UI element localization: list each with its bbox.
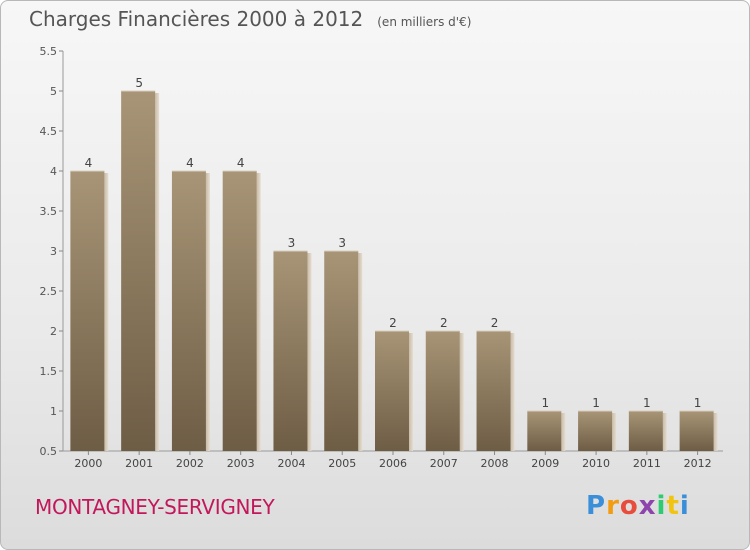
data-label: 5 — [135, 76, 143, 90]
y-tick-label: 0.5 — [40, 445, 58, 458]
bar-shadow — [155, 93, 160, 451]
bar-shadow — [612, 413, 617, 451]
bar — [273, 251, 308, 451]
y-tick-label: 4.5 — [40, 125, 58, 138]
bar-shadow — [205, 173, 210, 451]
logo-letter: r — [606, 491, 620, 521]
bar-shadow — [256, 173, 261, 451]
bar-shadow — [662, 413, 667, 451]
x-tick-label: 2003 — [227, 457, 255, 470]
bar-shadow — [104, 173, 109, 451]
proxiti-logo: Proxiti — [586, 491, 690, 521]
data-label: 3 — [288, 236, 296, 250]
bar — [171, 171, 206, 451]
y-tick-label: 5 — [50, 85, 57, 98]
commune-name: MONTAGNEY-SERVIGNEY — [35, 495, 275, 519]
data-label: 4 — [85, 156, 93, 170]
data-label: 2 — [440, 316, 448, 330]
logo-letter: P — [586, 491, 607, 521]
y-tick-label: 3.5 — [40, 205, 58, 218]
x-tick-label: 2002 — [176, 457, 204, 470]
bar — [476, 331, 511, 451]
bar — [527, 411, 562, 451]
bar-shadow — [358, 253, 363, 451]
bar — [628, 411, 663, 451]
x-tick-label: 2006 — [379, 457, 407, 470]
logo-letter: o — [619, 491, 639, 521]
y-tick-label: 2.5 — [40, 285, 58, 298]
y-tick-label: 1 — [50, 405, 57, 418]
data-label: 2 — [491, 316, 499, 330]
y-tick-label: 4 — [50, 165, 57, 178]
data-label: 4 — [186, 156, 194, 170]
bar — [121, 91, 156, 451]
logo-letter: x — [638, 491, 657, 521]
x-tick-label: 2005 — [328, 457, 356, 470]
y-tick-label: 3 — [50, 245, 57, 258]
chart-subtitle: (en milliers d'€) — [377, 15, 472, 29]
data-label: 1 — [592, 396, 600, 410]
data-label: 1 — [643, 396, 651, 410]
bar — [578, 411, 613, 451]
y-tick-label: 2 — [50, 325, 57, 338]
y-tick-label: 5.5 — [40, 45, 58, 58]
bar — [375, 331, 409, 451]
bar — [70, 171, 105, 451]
bar — [425, 331, 460, 451]
data-label: 2 — [389, 316, 397, 330]
x-tick-label: 2011 — [633, 457, 661, 470]
logo-letter: i — [679, 491, 690, 521]
x-tick-label: 2000 — [74, 457, 102, 470]
bar-shadow — [307, 253, 312, 451]
y-tick-label: 1.5 — [40, 365, 58, 378]
chart-title-text: Charges Financières 2000 à 2012 — [29, 7, 364, 31]
bar-shadow — [561, 413, 566, 451]
logo-letter: t — [666, 491, 680, 521]
logo-letter: i — [656, 491, 667, 521]
x-tick-label: 2008 — [481, 457, 509, 470]
x-tick-label: 2004 — [277, 457, 305, 470]
bar — [679, 411, 714, 451]
x-tick-label: 2007 — [430, 457, 458, 470]
bar-shadow — [510, 333, 515, 451]
data-label: 4 — [237, 156, 245, 170]
bar-shadow — [409, 333, 413, 451]
bar — [324, 251, 359, 451]
x-tick-label: 2012 — [684, 457, 712, 470]
data-label: 3 — [338, 236, 346, 250]
bar — [222, 171, 257, 451]
x-tick-label: 2001 — [125, 457, 153, 470]
x-tick-label: 2009 — [531, 457, 559, 470]
data-label: 1 — [694, 396, 702, 410]
bar-shadow — [459, 333, 464, 451]
data-label: 1 — [541, 396, 549, 410]
x-tick-label: 2010 — [582, 457, 610, 470]
bar-shadow — [713, 413, 718, 451]
chart-title: Charges Financières 2000 à 2012 (en milli… — [29, 7, 471, 31]
